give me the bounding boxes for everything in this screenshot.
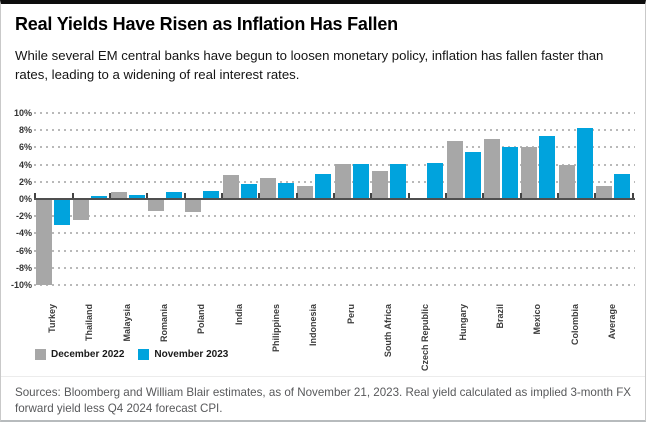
bar-philippines-dec-2022 <box>259 177 276 199</box>
bar-india-nov-2023 <box>240 183 257 199</box>
gridline <box>34 112 635 114</box>
gridline <box>34 163 635 166</box>
x-axis-line <box>34 198 635 200</box>
bar-india-dec-2022 <box>222 174 239 199</box>
bar-turkey-dec-2022 <box>36 199 52 285</box>
category-label-brazil: Brazil <box>494 304 505 329</box>
category-label-hungary: Hungary <box>457 304 468 341</box>
bar-peru-dec-2022 <box>334 163 351 199</box>
bar-turkey-nov-2023 <box>54 199 70 225</box>
x-axis-tick <box>482 193 485 198</box>
x-axis-tick <box>556 193 559 198</box>
category-label-malaysia: Malaysia <box>121 304 132 342</box>
category-label-peru: Peru <box>345 304 356 325</box>
bar-romania-nov-2023 <box>165 192 182 199</box>
bar-average-nov-2023 <box>613 174 630 199</box>
category-label-average: Average <box>606 304 617 340</box>
category-label-india: India <box>233 304 244 326</box>
y-axis-tick-label: 0% <box>18 194 32 204</box>
legend-swatch-gray <box>35 349 46 360</box>
category-label-romania: Romania <box>158 304 169 343</box>
legend-label: November 2023 <box>154 349 229 360</box>
legend-label: December 2022 <box>51 349 125 360</box>
x-axis-tick <box>146 193 149 198</box>
y-axis-tick-label: -10% <box>10 280 32 290</box>
bar-south-africa-dec-2022 <box>371 171 388 199</box>
bar-poland-nov-2023 <box>203 191 220 199</box>
bar-colombia-nov-2023 <box>576 127 593 199</box>
x-axis-tick <box>519 193 522 198</box>
bar-colombia-dec-2022 <box>558 164 575 199</box>
legend-item-november-2023: November 2023 <box>138 349 228 360</box>
category-label-turkey: Turkey <box>47 304 57 333</box>
source-note: Sources: Bloomberg and William Blair est… <box>1 376 645 417</box>
bar-mexico-nov-2023 <box>539 136 556 199</box>
bar-mexico-dec-2022 <box>521 146 538 199</box>
x-axis-tick <box>34 193 37 198</box>
x-axis-tick <box>444 193 447 198</box>
y-axis-tick-label: -4% <box>15 228 32 239</box>
page-title: Real Yields Have Risen as Inflation Has … <box>15 14 398 34</box>
bar-thailand-dec-2022 <box>73 199 90 220</box>
chart-legend: December 2022 November 2023 <box>35 349 228 360</box>
x-axis-tick <box>71 193 74 198</box>
bar-malaysia-dec-2022 <box>110 192 127 199</box>
x-axis-tick <box>407 193 410 198</box>
gridline <box>34 180 635 183</box>
legend-swatch-blue <box>138 349 150 360</box>
y-axis-tick-label: 2% <box>18 176 32 187</box>
bar-south-africa-nov-2023 <box>389 163 406 199</box>
category-label-colombia: Colombia <box>569 304 580 346</box>
category-label-czech-republic: Czech Republic <box>420 304 431 372</box>
gridline <box>34 146 635 149</box>
y-axis-tick-label: 4% <box>18 159 32 170</box>
y-axis-tick-label: -6% <box>15 245 32 256</box>
bar-malaysia-nov-2023 <box>128 194 145 199</box>
category-label-thailand: Thailand <box>84 304 95 342</box>
gridline <box>34 232 635 235</box>
x-axis-tick <box>631 193 634 198</box>
chart-subtitle: While several EM central banks have begu… <box>15 48 604 82</box>
bar-indonesia-dec-2022 <box>297 186 314 199</box>
x-axis-tick <box>108 193 111 198</box>
gridline <box>34 129 635 132</box>
bar-indonesia-nov-2023 <box>315 174 332 199</box>
y-axis-tick-label: 8% <box>18 125 32 136</box>
y-axis-tick-label: -8% <box>15 262 32 273</box>
bar-poland-dec-2022 <box>185 199 202 212</box>
y-axis-tick-label: 6% <box>18 142 32 153</box>
gridline <box>34 284 635 286</box>
category-label-poland: Poland <box>196 304 207 335</box>
y-axis-tick-label: -2% <box>15 211 32 222</box>
bar-hungary-dec-2022 <box>446 140 463 199</box>
bar-hungary-nov-2023 <box>464 151 481 199</box>
gridline <box>34 249 635 252</box>
x-axis-tick <box>370 193 373 198</box>
gridline <box>34 215 635 218</box>
x-axis-tick <box>332 193 335 198</box>
category-label-south-africa: South Africa <box>382 304 393 358</box>
category-label-philippines: Philippines <box>270 304 281 353</box>
x-axis-tick <box>183 193 186 198</box>
gridline <box>34 266 635 269</box>
bar-brazil-dec-2022 <box>483 138 500 199</box>
y-axis-tick-label: 10% <box>13 108 32 118</box>
bar-brazil-nov-2023 <box>501 147 518 199</box>
x-axis-tick <box>594 193 597 198</box>
bar-philippines-nov-2023 <box>277 182 294 199</box>
bar-peru-nov-2023 <box>352 163 369 199</box>
bar-thailand-nov-2023 <box>91 196 108 199</box>
x-axis-tick <box>295 193 298 198</box>
x-axis-tick <box>258 193 261 198</box>
legend-item-december-2022: December 2022 <box>35 349 124 360</box>
bar-chart: -10% -8% -6% -4% -2% 0% 2% 4% 6% 8% 10% Turkey Thail… <box>1 4 645 420</box>
bar-czech-republic-nov-2023 <box>427 162 444 199</box>
bar-romania-dec-2022 <box>147 199 164 212</box>
x-axis-tick <box>220 193 223 198</box>
category-label-indonesia: Indonesia <box>308 304 319 347</box>
bar-average-dec-2022 <box>595 186 612 199</box>
category-label-mexico: Mexico <box>532 304 543 335</box>
